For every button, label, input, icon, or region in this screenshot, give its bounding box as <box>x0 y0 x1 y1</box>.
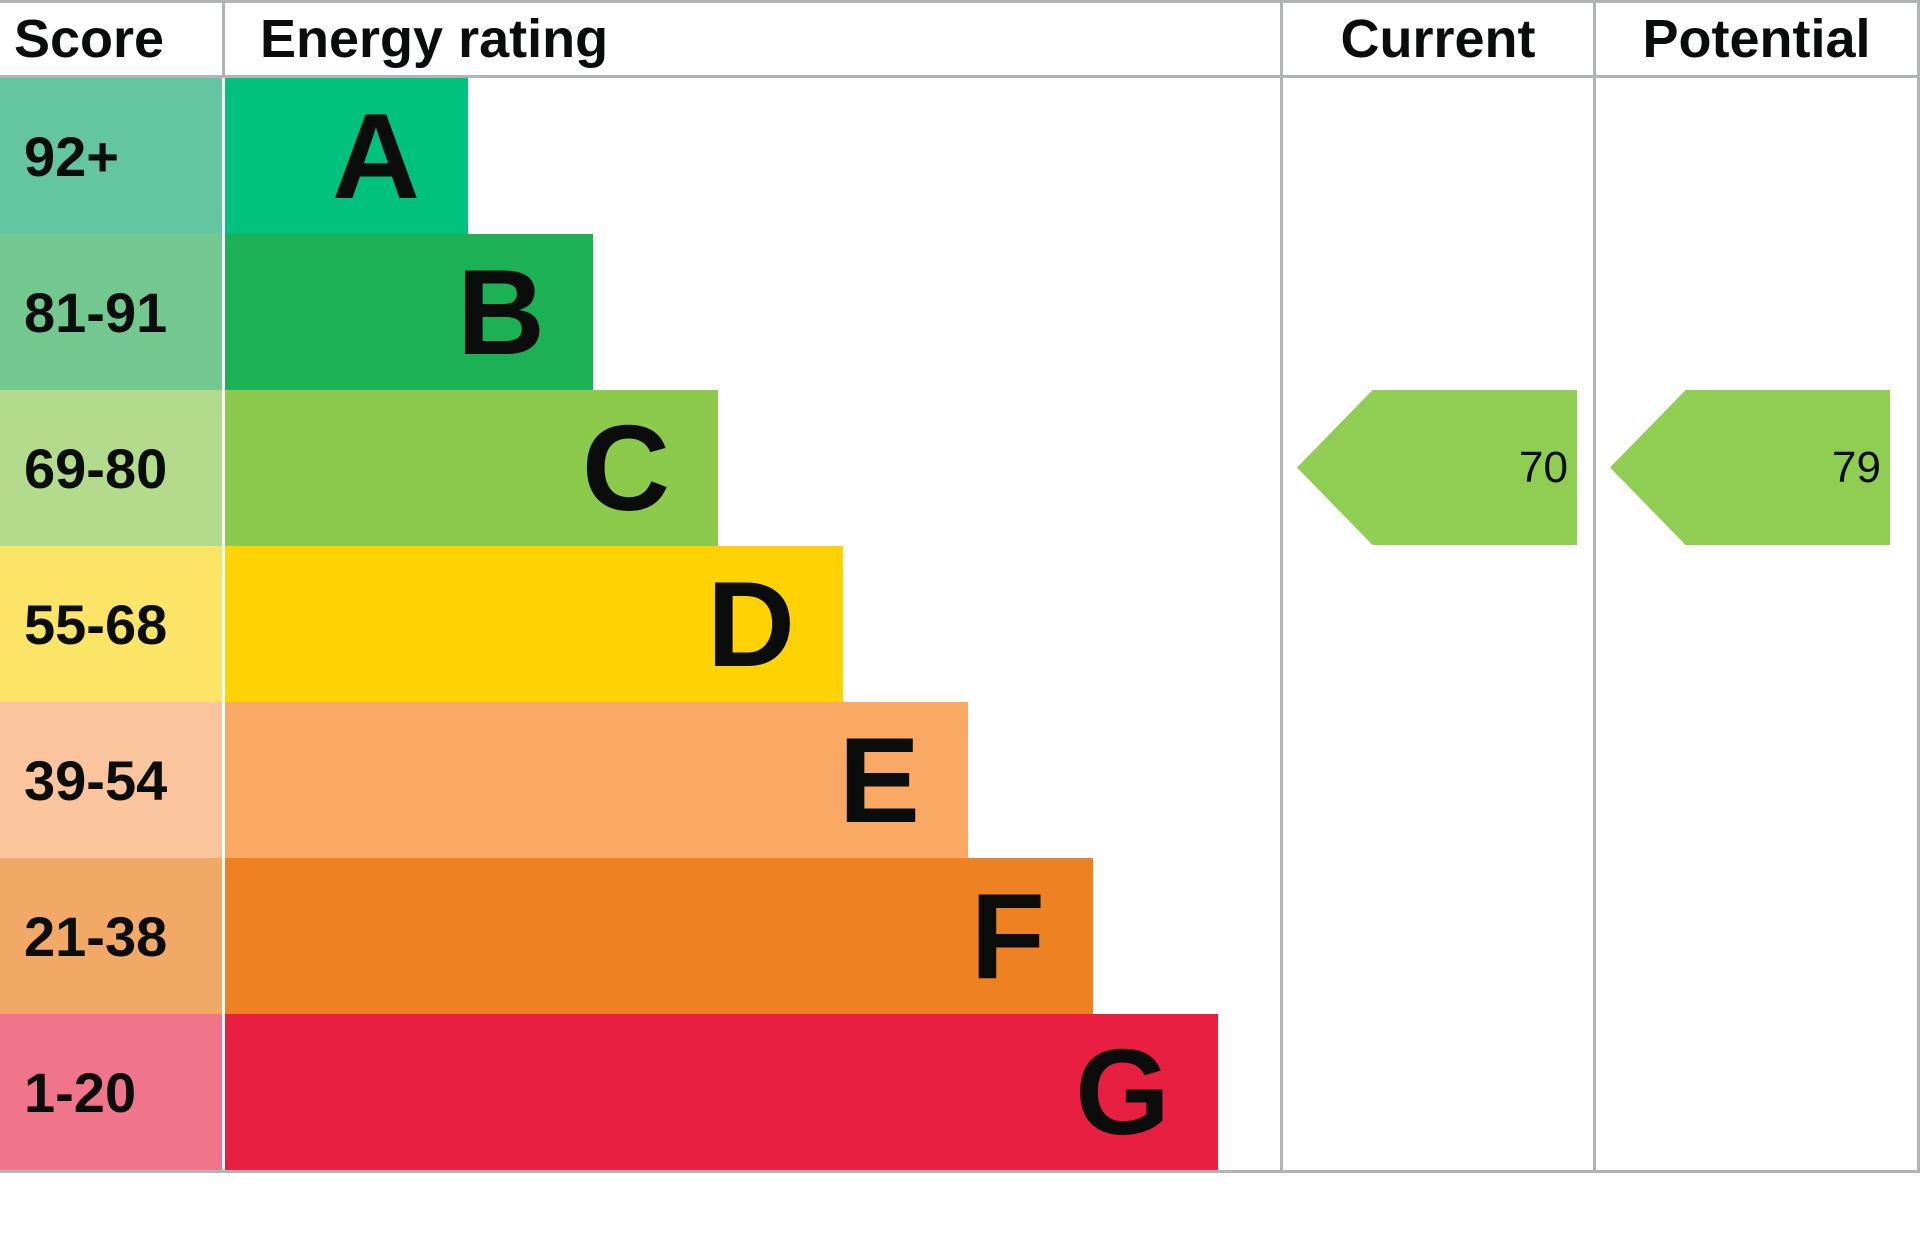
score-range-label: 1-20 <box>24 1060 137 1124</box>
rating-bar: C <box>225 390 718 546</box>
header-bottom-border <box>0 75 1920 78</box>
table-right-border <box>1917 3 1920 1170</box>
band-row-d: 55-68 D <box>0 546 1920 702</box>
rating-bar: A <box>225 78 468 234</box>
table-top-border <box>0 0 1920 3</box>
band-letter: D <box>706 556 795 692</box>
potential-column-header: Potential <box>1642 9 1871 69</box>
rating-bar: F <box>225 858 1093 1014</box>
score-cell: 81-91 <box>0 234 222 390</box>
score-range-label: 55-68 <box>24 592 168 656</box>
band-letter: G <box>1075 1024 1170 1160</box>
rating-bar: B <box>225 234 593 390</box>
rating-bar: D <box>225 546 843 702</box>
band-row-a: 92+ A <box>0 78 1920 234</box>
band-row-f: 21-38 F <box>0 858 1920 1014</box>
potential-rating-value: 79 <box>1832 442 1881 492</box>
rating-bar: G <box>225 1014 1218 1170</box>
rating-bar: E <box>225 702 968 858</box>
band-row-b: 81-91 B <box>0 234 1920 390</box>
band-row-g: 1-20 G <box>0 1014 1920 1170</box>
potential-column-divider <box>1593 3 1596 1170</box>
current-column-header: Current <box>1340 9 1536 69</box>
score-cell: 39-54 <box>0 702 222 858</box>
score-range-label: 92+ <box>24 124 119 188</box>
score-column-divider <box>222 3 225 75</box>
band-letter: E <box>838 712 920 848</box>
score-column-header: Score <box>14 9 165 69</box>
current-column-divider <box>1280 3 1283 1170</box>
score-range-label: 69-80 <box>24 436 168 500</box>
score-cell: 1-20 <box>0 1014 222 1170</box>
band-letter: B <box>456 244 545 380</box>
score-range-label: 39-54 <box>24 748 168 812</box>
band-row-c: 69-80 C <box>0 390 1920 546</box>
energy-rating-column-header: Energy rating <box>260 9 609 69</box>
band-letter: A <box>331 88 420 224</box>
score-cell: 21-38 <box>0 858 222 1014</box>
band-letter: F <box>970 868 1045 1004</box>
current-rating-value: 70 <box>1519 442 1568 492</box>
score-range-label: 81-91 <box>24 280 168 344</box>
score-cell: 69-80 <box>0 390 222 546</box>
score-cell: 55-68 <box>0 546 222 702</box>
band-letter: C <box>581 400 670 536</box>
table-bottom-border <box>0 1170 1920 1173</box>
score-cell: 92+ <box>0 78 222 234</box>
score-range-label: 21-38 <box>24 904 168 968</box>
band-row-e: 39-54 E <box>0 702 1920 858</box>
